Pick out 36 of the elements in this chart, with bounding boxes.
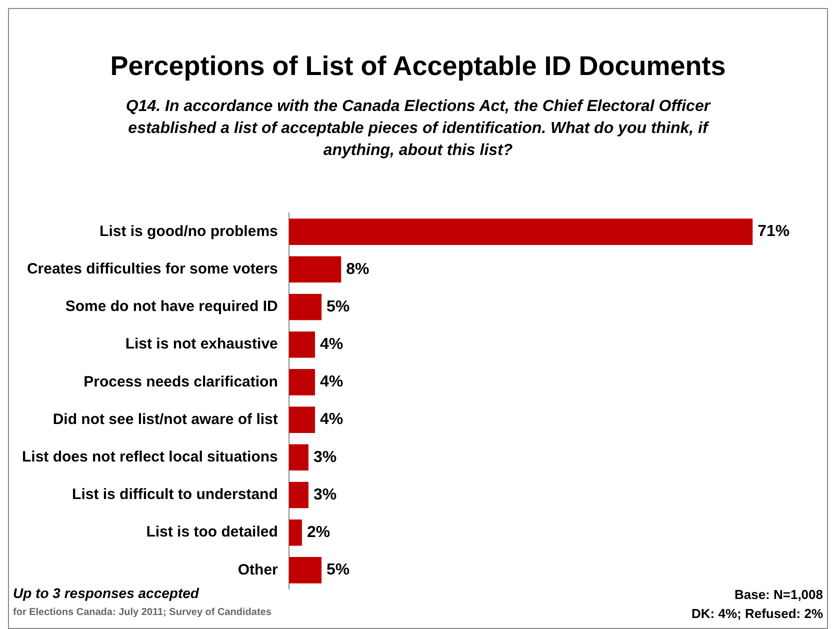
bar xyxy=(288,406,316,433)
chart-subtitle: Q14. In accordance with the Canada Elections Act, the Chief Electoral Officer established a list of acceptable pieces of identification. What do you think, if anything, about this list? xyxy=(124,97,712,161)
y-tick-label: List does not reflect local situations xyxy=(22,448,278,466)
y-tick-label: Creates difficulties for some voters xyxy=(26,260,278,278)
data-label: 4% xyxy=(320,411,344,428)
data-label: 3% xyxy=(313,448,337,466)
bar xyxy=(288,519,302,546)
bar xyxy=(288,218,753,245)
y-tick-label: List is not exhaustive xyxy=(125,336,278,353)
y-tick-label: Other xyxy=(238,561,278,578)
data-label: 71% xyxy=(758,223,790,240)
text: Up to 3 responses accepted xyxy=(13,585,199,601)
data-label: 3% xyxy=(313,486,337,504)
y-tick-label: Some do not have required ID xyxy=(65,298,278,316)
bar xyxy=(288,369,316,396)
text: for Elections Canada: July 2011; Survey of Candidates xyxy=(13,607,272,618)
bar xyxy=(288,557,322,584)
bar xyxy=(288,294,322,320)
y-tick-label: List is difficult to understand xyxy=(72,486,278,504)
chart-title: Perceptions of List of Acceptable ID Documents xyxy=(109,51,727,82)
data-label: 5% xyxy=(326,298,350,316)
data-label: 8% xyxy=(346,260,370,278)
bar xyxy=(288,482,308,508)
data-label: 4% xyxy=(320,374,344,391)
bar xyxy=(288,256,342,283)
y-tick-label: Process needs clarification xyxy=(84,373,278,390)
annotation: Base: N=1,008 xyxy=(734,587,823,602)
y-tick-label: Did not see list/not aware of list xyxy=(52,410,278,428)
data-label: 5% xyxy=(326,562,350,579)
data-label: 4% xyxy=(320,336,344,354)
text: DK: 4%; Refused: 2% xyxy=(692,606,823,621)
data-label: 2% xyxy=(306,524,330,542)
y-tick-label: List is good/no problems xyxy=(100,222,278,240)
bar xyxy=(288,444,308,471)
bar xyxy=(288,331,316,358)
y-tick-label: List is too detailed xyxy=(146,524,278,541)
